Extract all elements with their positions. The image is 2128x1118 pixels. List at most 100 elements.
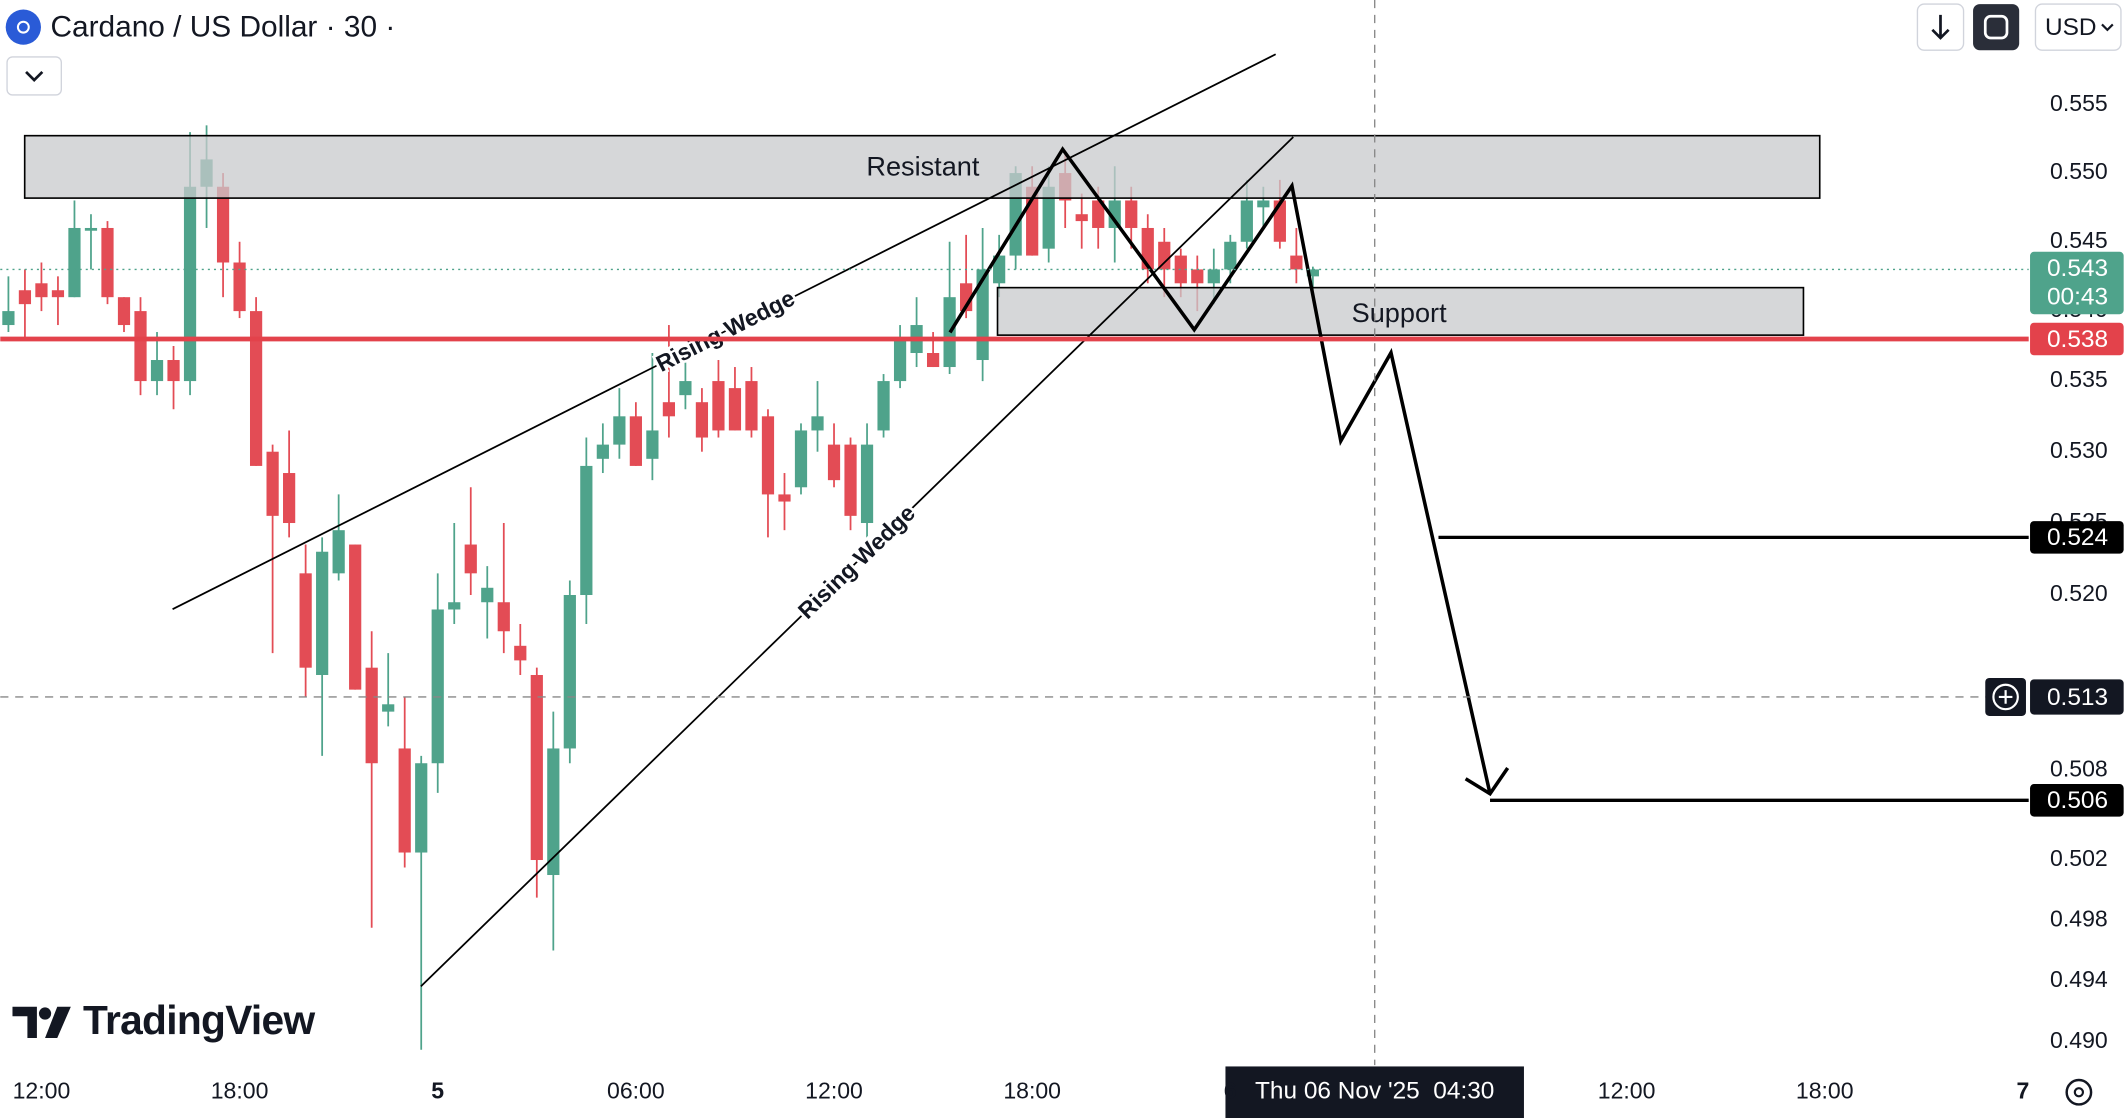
- candle-body: [530, 674, 543, 861]
- logo-dot: [38, 1007, 52, 1020]
- candle-body: [827, 444, 841, 481]
- y-tick-label: 0.535: [2050, 366, 2108, 392]
- y-tick-label: 0.508: [2050, 756, 2108, 782]
- coin-icon-mark: [16, 20, 30, 34]
- resistance-label: Resistant: [866, 150, 980, 181]
- candle-body: [646, 430, 659, 459]
- x-tick-label: 12:00: [1598, 1077, 1656, 1103]
- coin-icon: [5, 9, 41, 45]
- candle-body: [1290, 255, 1303, 270]
- price-badge: [2030, 521, 2124, 554]
- x-tick-label: 12:00: [805, 1077, 863, 1103]
- candle-body: [679, 381, 692, 396]
- candle-body: [101, 227, 114, 298]
- plus-icon: [1992, 683, 2019, 711]
- candle-body: [1174, 255, 1187, 284]
- candle-body: [1224, 241, 1237, 270]
- candle-body: [563, 595, 576, 749]
- price-badge: [2030, 322, 2124, 356]
- candle-body: [183, 186, 197, 382]
- x-tick-label: 18:00: [1003, 1077, 1061, 1103]
- candle-body: [712, 381, 725, 431]
- candle-body: [811, 416, 824, 431]
- candle-body: [332, 530, 345, 574]
- y-tick-label: 0.555: [2050, 90, 2108, 116]
- candle-body: [448, 602, 461, 610]
- candle-body: [1257, 200, 1270, 208]
- price-badge-label: 0.538: [2047, 326, 2108, 353]
- x-tick-label: 7: [2016, 1077, 2029, 1103]
- x-tick-label: 12:00: [13, 1077, 71, 1103]
- y-tick-label: 0.550: [2050, 158, 2108, 184]
- candle-body: [233, 262, 246, 312]
- price-badge: [2030, 251, 2124, 315]
- support-label: Support: [1352, 297, 1447, 328]
- candle-body: [481, 587, 494, 603]
- candle-body: [1092, 200, 1105, 228]
- collapse-button[interactable]: [6, 56, 63, 96]
- price-badge: [2030, 784, 2124, 817]
- candle-body: [613, 416, 626, 445]
- candle-body: [84, 227, 98, 231]
- candle-body: [134, 311, 147, 382]
- crosshair-time-label: Thu 06 Nov '25 04:30: [1255, 1078, 1494, 1105]
- fullscreen-button[interactable]: [1973, 4, 2020, 51]
- x-tick-label: 18:00: [211, 1077, 269, 1103]
- price-badge: [2030, 679, 2124, 715]
- candle-body: [1158, 241, 1171, 270]
- y-tick-label: 0.498: [2050, 905, 2108, 931]
- candle-body: [249, 311, 263, 466]
- candle-body: [349, 544, 362, 690]
- candle-body: [893, 339, 907, 382]
- candle-body: [68, 227, 81, 298]
- candle-body: [365, 667, 378, 764]
- candle-body: [1075, 214, 1088, 222]
- x-tick-label: 18:00: [1796, 1077, 1854, 1103]
- candle-body: [860, 444, 874, 524]
- candle-body: [117, 297, 131, 326]
- logo-text: TradingView: [83, 997, 315, 1043]
- x-tick-label: 06:00: [607, 1077, 665, 1103]
- projection-path: [948, 146, 1492, 795]
- candle-body: [514, 645, 527, 661]
- y-tick-label: 0.545: [2050, 227, 2108, 253]
- y-tick-label: 0.490: [2050, 1027, 2108, 1053]
- settings-icon[interactable]: [2065, 1078, 2093, 1106]
- candle-body: [794, 430, 808, 488]
- candle-body: [18, 290, 32, 305]
- y-tick-label: 0.494: [2050, 966, 2108, 992]
- y-tick-label: 0.502: [2050, 845, 2108, 871]
- candle-body: [596, 444, 609, 459]
- candle-body: [580, 465, 593, 596]
- candle-body: [1125, 200, 1138, 228]
- candle-body: [497, 602, 510, 632]
- candle-body: [662, 402, 676, 417]
- candle-body: [695, 402, 709, 438]
- candle-body: [1108, 200, 1121, 228]
- currency-button[interactable]: [2034, 3, 2122, 51]
- support-zone: [996, 286, 1805, 336]
- crosshair-price-label: 0.513: [2047, 684, 2108, 711]
- candle-body: [1240, 200, 1253, 242]
- candle-body: [283, 473, 296, 524]
- candle-body: [547, 748, 560, 876]
- projection-arrowhead: [1464, 766, 1510, 797]
- currency-chevron: [2101, 23, 2114, 32]
- symbol-title: Cardano / US Dollar · 30 ·: [50, 10, 395, 43]
- plus-icon-cross: [1998, 690, 2013, 704]
- chevron-icon: [25, 70, 44, 82]
- candle-body: [431, 609, 444, 764]
- crosshair-time-badge: [1225, 1066, 1524, 1118]
- candle-body: [35, 283, 48, 298]
- candle-body: [877, 381, 890, 431]
- y-tick-label: 0.520: [2050, 580, 2108, 606]
- logo-mark: [12, 1006, 71, 1038]
- countdown-label: 00:43: [2047, 283, 2108, 310]
- candle-body: [844, 444, 857, 516]
- y-tick-label: 0.530: [2050, 437, 2108, 463]
- price-badge-label: 0.524: [2047, 524, 2108, 551]
- candle-body: [1306, 269, 1319, 277]
